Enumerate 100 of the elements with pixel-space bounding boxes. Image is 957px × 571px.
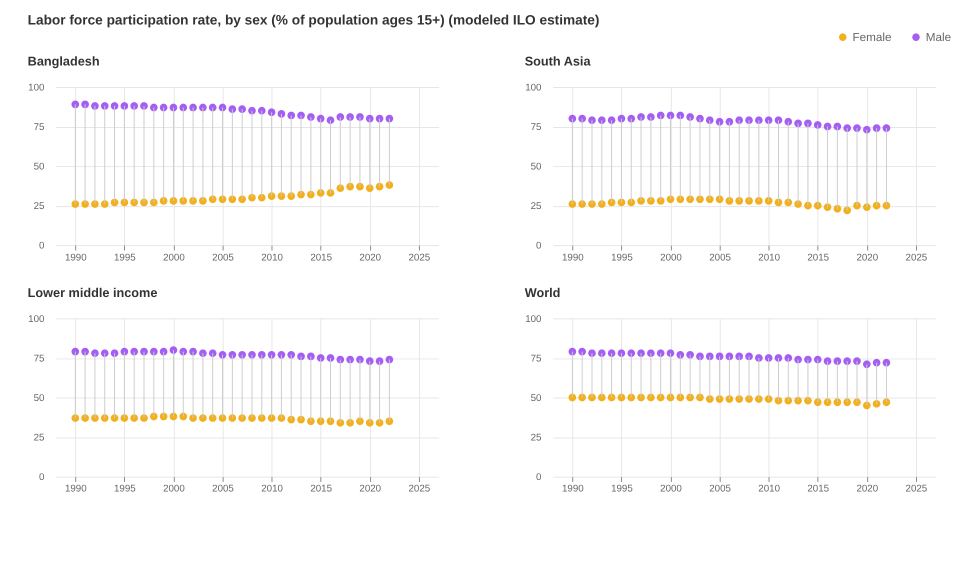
point (208, 349, 217, 358)
x-tick-label: 2005 (709, 252, 732, 264)
point (386, 417, 394, 426)
point (376, 418, 384, 427)
point (627, 114, 636, 122)
point (568, 200, 576, 208)
point (366, 184, 374, 192)
point (745, 352, 753, 360)
x-tick-label: 2025 (906, 484, 928, 495)
x-tick-label: 1995 (114, 252, 136, 264)
point (71, 348, 80, 356)
x-tick-label: 1990 (562, 252, 584, 264)
x-tick-label: 2000 (660, 484, 682, 495)
x-tick-label: 1990 (64, 484, 88, 495)
point (794, 396, 802, 405)
point (248, 414, 256, 422)
y-tick-label: 100 (525, 314, 542, 325)
point (627, 394, 636, 402)
y-tick-label: 25 (530, 201, 542, 212)
x-tick-label: 2020 (856, 484, 879, 495)
legend-label: Male (926, 31, 952, 44)
point (110, 102, 118, 110)
point (853, 124, 861, 132)
y-tick-label: 100 (28, 82, 45, 94)
x-tick-label: 2000 (660, 252, 682, 264)
y-tick-label: 25 (34, 432, 45, 444)
point (637, 349, 645, 358)
point (150, 198, 158, 206)
point (774, 354, 782, 362)
x-tick-label: 1995 (611, 252, 634, 264)
point (804, 396, 812, 405)
point (862, 402, 871, 410)
point (568, 394, 576, 402)
point (316, 354, 325, 362)
point (130, 348, 138, 356)
point (130, 414, 138, 422)
point (110, 414, 118, 422)
point (346, 418, 354, 427)
point (100, 102, 109, 110)
point (336, 418, 344, 427)
point (754, 395, 763, 403)
point (150, 348, 158, 356)
point (238, 195, 246, 204)
x-tick-label: 1990 (64, 252, 88, 264)
point (376, 182, 384, 190)
point (189, 414, 197, 422)
point (336, 184, 344, 192)
point (100, 349, 109, 358)
point (608, 116, 616, 124)
point (81, 200, 89, 208)
point (140, 348, 148, 356)
point (726, 352, 734, 360)
x-tick-label: 2015 (807, 252, 830, 264)
chart-title: South Asia (524, 54, 592, 68)
x-tick-label: 2015 (310, 252, 333, 264)
point (100, 414, 109, 422)
x-tick-label: 1995 (611, 484, 634, 495)
chart-title: Bangladesh (28, 54, 100, 68)
point (754, 197, 763, 205)
point (91, 414, 99, 422)
y-tick-label: 0 (38, 240, 45, 252)
point (248, 350, 256, 359)
y-tick-label: 0 (536, 472, 542, 484)
point (238, 350, 246, 359)
point (110, 349, 118, 358)
point (366, 357, 374, 365)
point (608, 349, 616, 358)
point (618, 349, 626, 358)
point (336, 356, 344, 364)
x-tick-label: 2010 (261, 484, 284, 495)
point (627, 349, 636, 358)
y-tick-label: 25 (34, 201, 45, 212)
point (726, 118, 734, 126)
point (676, 350, 684, 359)
point (248, 106, 256, 115)
y-tick-label: 50 (530, 392, 542, 404)
point (627, 198, 636, 206)
point (316, 114, 325, 122)
point (696, 195, 704, 204)
point (824, 203, 832, 212)
point (307, 417, 315, 426)
y-tick-label: 50 (34, 161, 45, 172)
point (130, 102, 138, 110)
y-tick-label: 75 (34, 353, 45, 364)
point (91, 102, 99, 110)
point (686, 195, 694, 204)
point (278, 110, 286, 118)
point (248, 194, 256, 202)
point (326, 354, 334, 362)
point (268, 350, 276, 359)
y-tick-label: 100 (28, 314, 45, 325)
point (346, 182, 354, 190)
x-tick-label: 2020 (359, 484, 382, 495)
point (834, 398, 842, 406)
point (686, 350, 694, 359)
point (647, 349, 655, 358)
point (71, 414, 80, 422)
point (258, 194, 266, 202)
point (794, 200, 802, 208)
point (228, 105, 236, 113)
